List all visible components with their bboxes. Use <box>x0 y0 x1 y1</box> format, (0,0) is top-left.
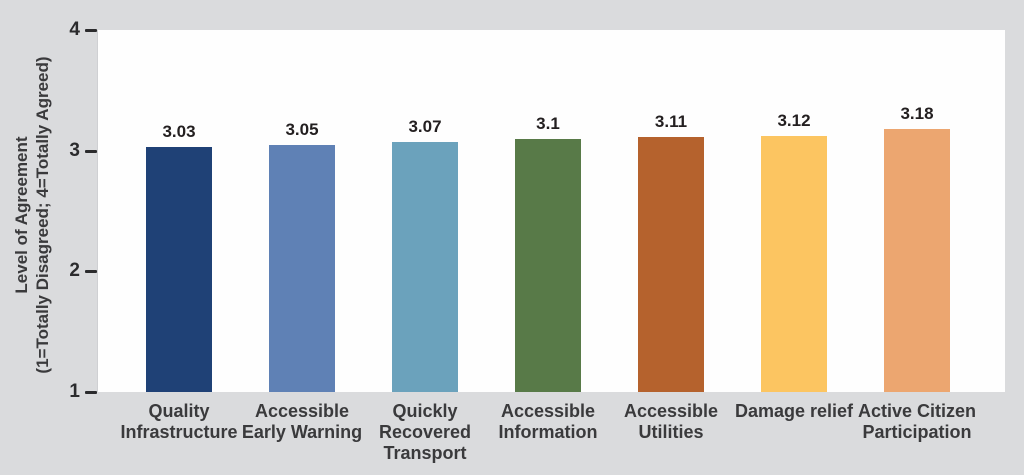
y-tick-mark-3 <box>85 149 97 153</box>
bar-value-label-accessible-information: 3.1 <box>536 113 560 133</box>
bar-value-label-quickly-recovered-transport: 3.07 <box>408 117 442 137</box>
x-category-label-quickly-recovered-transport: Quickly Recovered Transport <box>378 401 472 463</box>
bar-accessible-information <box>515 138 581 392</box>
bar-damage-relief <box>761 136 827 392</box>
y-tick-mark-2 <box>85 270 97 274</box>
x-category-label-damage-relief: Damage relief <box>734 401 854 421</box>
x-category-label-accessible-early-warning: Accessible Early Warning <box>241 401 363 442</box>
bar-accessible-utilities <box>638 137 704 392</box>
y-axis-title: Level of Agreement (1=Totally Disagreed;… <box>11 5 55 425</box>
bar-value-label-active-citizen-participation: 3.18 <box>900 103 934 123</box>
bar-accessible-early-warning <box>269 144 335 392</box>
y-axis-title-line2: (1=Totally Disagreed; 4=Totally Agreed) <box>33 56 52 374</box>
bar-value-label-accessible-early-warning: 3.05 <box>285 119 319 139</box>
bar-value-label-quality-infrastructure: 3.03 <box>162 122 196 142</box>
y-tick-label-1: 1 <box>69 381 80 402</box>
bar-value-label-damage-relief: 3.12 <box>777 111 811 131</box>
bar-quality-infrastructure <box>146 147 212 392</box>
x-category-label-quality-infrastructure: Quality Infrastructure <box>120 401 238 442</box>
y-tick-label-2: 2 <box>69 260 80 282</box>
x-category-label-accessible-utilities: Accessible Utilities <box>623 401 719 442</box>
y-axis-title-line1: Level of Agreement <box>12 136 31 294</box>
bar-value-label-accessible-utilities: 3.11 <box>654 112 688 132</box>
x-category-label-accessible-information: Accessible Information <box>498 401 598 442</box>
bar-active-citizen-participation <box>884 128 950 392</box>
bar-quickly-recovered-transport <box>392 142 458 392</box>
y-tick-mark-1 <box>85 391 97 394</box>
x-category-label-active-citizen-participation: Active Citizen Participation <box>857 401 977 442</box>
y-tick-mark-4 <box>85 29 97 32</box>
y-tick-label-4: 4 <box>69 19 80 40</box>
y-tick-label-3: 3 <box>69 139 80 161</box>
